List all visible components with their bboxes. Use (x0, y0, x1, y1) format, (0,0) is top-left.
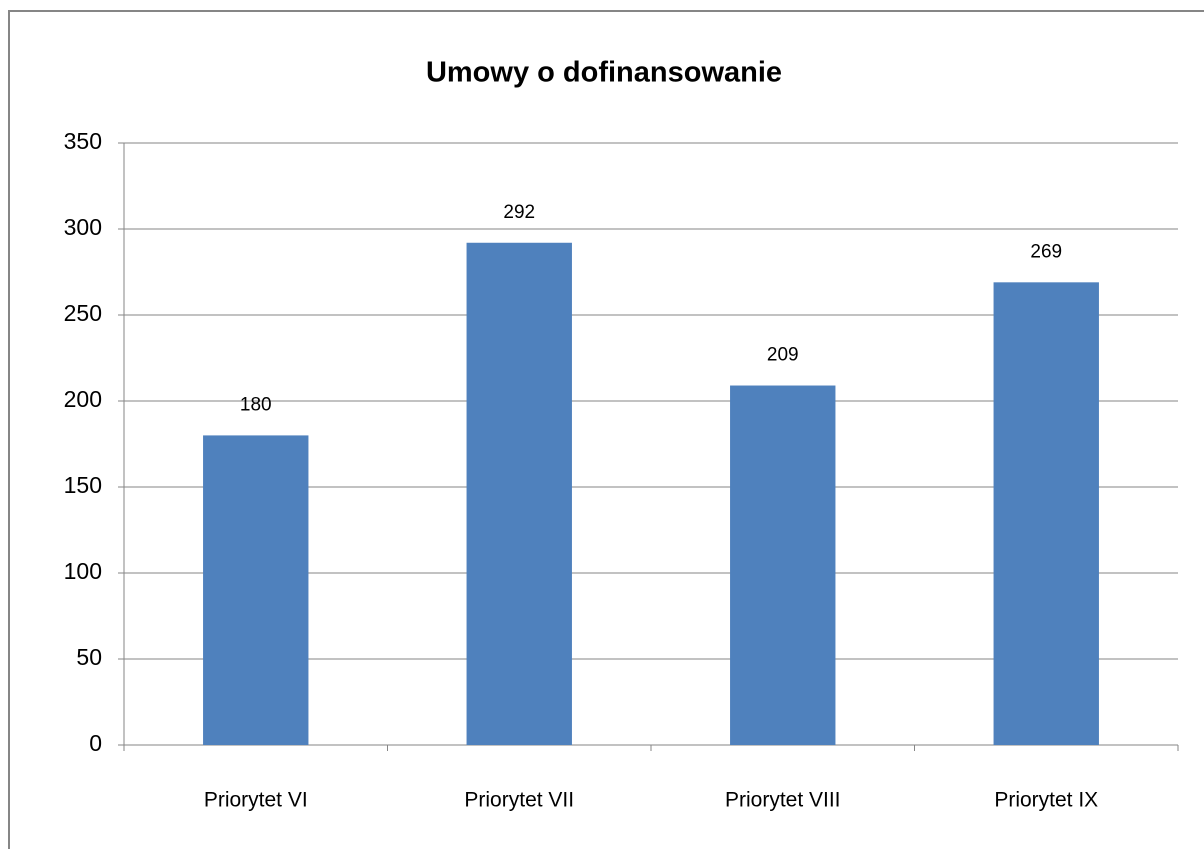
x-tick-label: Priorytet IX (994, 789, 1098, 812)
data-label: 180 (240, 394, 272, 415)
y-tick-label: 50 (76, 644, 102, 670)
y-tick-label: 0 (89, 730, 102, 756)
y-tick-label: 150 (64, 472, 102, 498)
x-tick-label: Priorytet VII (464, 789, 574, 812)
bar (466, 242, 572, 745)
y-tick-label: 100 (64, 558, 102, 584)
x-tick-label: Priorytet VIII (725, 789, 841, 812)
data-label: 269 (1030, 241, 1062, 262)
bar (993, 282, 1099, 745)
y-tick-label: 250 (64, 300, 102, 326)
y-tick-label: 350 (64, 128, 102, 154)
y-tick-label: 200 (64, 386, 102, 412)
bar (203, 435, 309, 745)
data-label: 209 (767, 345, 799, 366)
chart-title: Umowy o dofinansowanie (426, 57, 782, 89)
data-label: 292 (503, 202, 535, 223)
bar (730, 385, 836, 745)
x-tick-label: Priorytet VI (204, 789, 308, 812)
y-tick-label: 300 (64, 214, 102, 240)
